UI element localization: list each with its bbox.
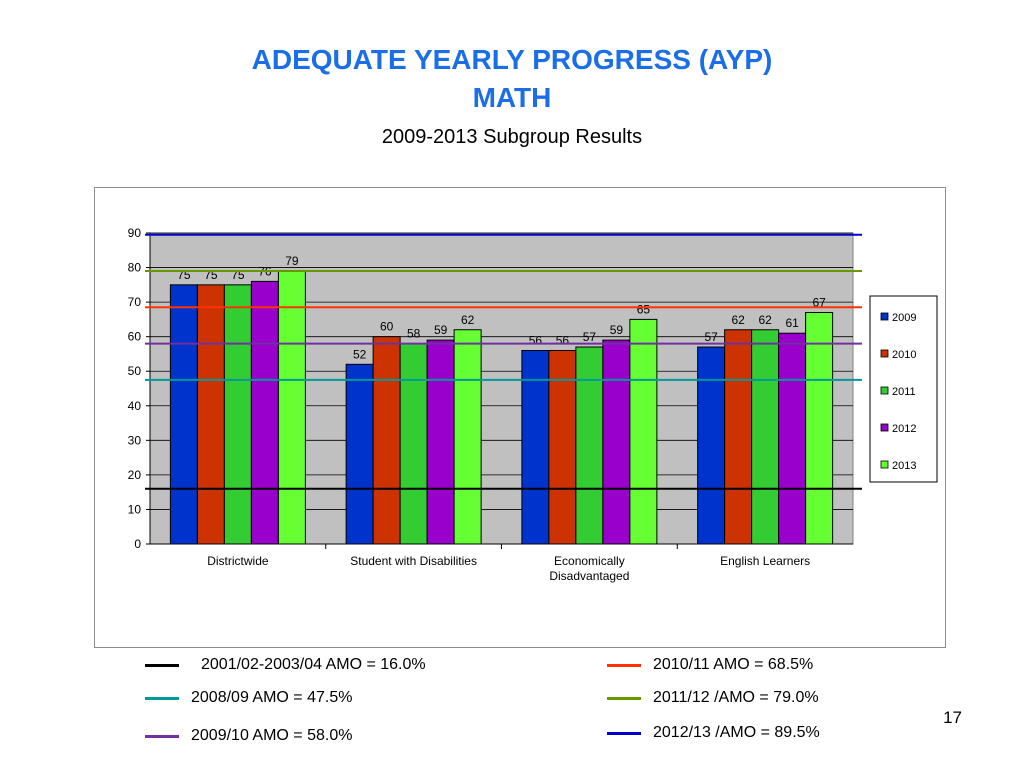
data-label: 59 [434,323,448,337]
slide-subtitle: 2009-2013 Subgroup Results [381,126,643,148]
x-tick-label: Economically [554,554,625,568]
data-label: 62 [461,313,475,327]
bar [372,336,401,545]
legend-swatch [880,460,889,469]
amo-line-swatch [607,732,641,735]
x-tick-label: Districtwide [207,554,269,568]
data-label: 79 [285,254,299,268]
legend-label: 2012 [892,423,916,435]
y-tick-label: 90 [128,226,142,240]
legend-label: 2011 [892,386,916,398]
x-tick-label: English Learners [720,554,810,568]
bar [426,339,455,545]
legend-swatch [880,423,889,432]
legend-label: 2010 [892,349,916,361]
bar [345,363,374,545]
bar [724,329,753,545]
data-label: 75 [177,268,191,282]
bar [575,346,604,545]
bar [778,332,807,545]
y-tick-label: 80 [128,261,142,275]
data-label: 60 [380,320,394,334]
data-label: 57 [583,330,597,344]
y-tick-label: 40 [128,399,142,413]
amo-legend-label: 2010/11 AMO = 68.5% [653,656,814,673]
data-label: 67 [812,295,826,309]
y-tick-label: 0 [134,537,141,551]
data-label: 59 [610,323,624,337]
slide-title-line1: ADEQUATE YEARLY PROGRESS (AYP) [251,44,773,75]
bar [196,284,225,545]
chart-frame: 0 10 20 30 40 50 60 70 80 90 75 75 75 76 79 Districtwid… [94,187,946,648]
x-tick-label: Student with Disabilities [350,554,477,568]
data-label: 52 [353,347,367,361]
y-tick-label: 50 [128,364,142,378]
data-label: 61 [785,316,799,330]
bar [399,343,428,545]
data-label: 62 [758,313,772,327]
y-tick-label: 10 [128,502,142,516]
amo-legend-label: 2009/10 AMO = 58.0% [191,727,353,744]
bar [223,284,252,545]
data-label: 56 [556,333,570,347]
y-tick-label: 60 [128,330,142,344]
y-tick-label: 30 [128,433,142,447]
bar [169,284,198,545]
amo-legend-label: 2008/09 AMO = 47.5% [191,689,353,706]
y-tick-label: 20 [128,468,142,482]
bar [453,329,482,545]
data-label: 75 [204,268,218,282]
legend-swatch [880,349,889,358]
data-label: 75 [231,268,245,282]
amo-line-swatch [145,697,179,700]
y-tick-label: 70 [128,295,142,309]
amo-legend-label: 2011/12 /AMO = 79.0% [653,689,819,706]
legend-label: 2009 [892,312,916,324]
amo-line-swatch [145,664,179,667]
amo-line-swatch [145,735,179,738]
bar [697,346,726,545]
data-label: 56 [529,333,543,347]
bar [751,329,780,545]
data-label: 58 [407,327,421,341]
page-number: 17 [943,708,962,727]
slide-title-line2: MATH [472,82,552,113]
bar [548,349,577,545]
bar [805,311,834,545]
data-label: 57 [704,330,718,344]
legend-swatch [880,386,889,395]
amo-line-swatch [607,697,641,700]
legend-swatch [880,312,889,321]
bar [250,280,279,545]
legend-label: 2013 [892,460,916,472]
data-label: 62 [731,313,745,327]
amo-line-swatch [607,664,641,667]
bar [277,270,306,545]
amo-legend-label: 2012/13 /AMO = 89.5% [653,724,820,741]
x-tick-label: Disadvantaged [549,569,629,583]
bar [602,339,631,545]
amo-legend-label: 2001/02-2003/04 AMO = 16.0% [201,656,426,673]
bar [629,318,658,545]
data-label: 65 [637,302,651,316]
